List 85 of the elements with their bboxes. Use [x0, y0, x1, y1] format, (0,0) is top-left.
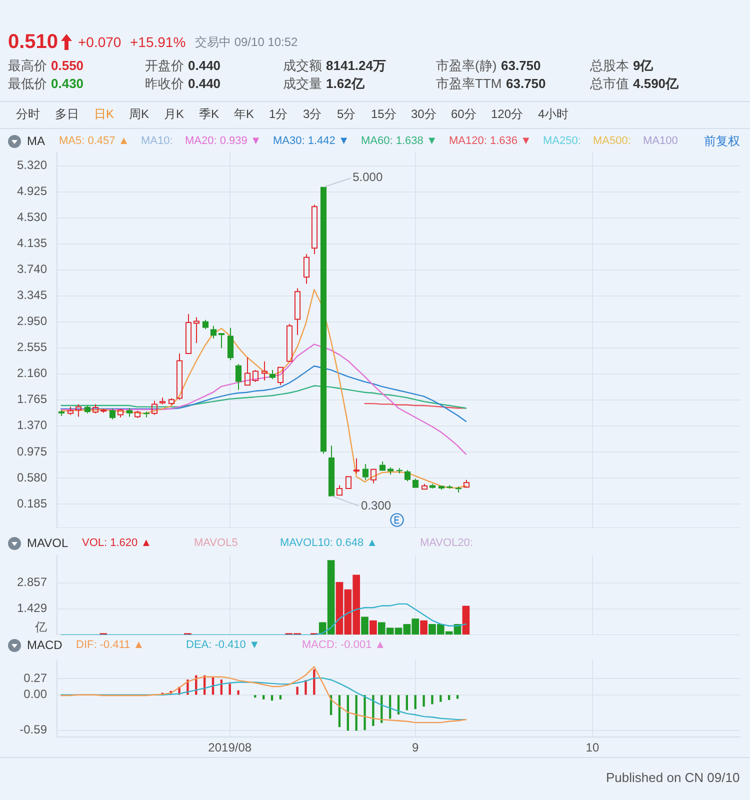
legend-label: MAVOL20: — [420, 536, 473, 551]
text: 3分 — [303, 106, 322, 122]
chart-title: MAVOL — [27, 535, 68, 551]
text: 0.550 — [51, 58, 84, 74]
text: 最高价 — [8, 58, 47, 74]
text: 120分 — [491, 106, 524, 122]
y-tick-label: 0.27 — [24, 670, 48, 685]
series-label: MACD: -0.001 ▲ — [302, 638, 386, 653]
y-tick-label: 2.555 — [16, 340, 48, 354]
text: MA120: 1.636 ▼ — [449, 134, 532, 149]
text: 1.62亿 — [326, 76, 364, 92]
text: 最低价 — [8, 76, 47, 92]
text: 60分 — [451, 106, 476, 122]
y-tick-label: 3.345 — [16, 288, 48, 302]
text: 0.510 — [8, 30, 58, 54]
y-tick-label: 0.185 — [16, 496, 48, 510]
chart-title: MACD — [27, 637, 62, 653]
text: 日K — [94, 106, 114, 122]
text: MA60: 1.638 ▼ — [361, 134, 438, 149]
text: 交易中 09/10 10:52 — [195, 34, 298, 50]
text: 多日 — [55, 106, 79, 122]
y-tick-label: 4.530 — [16, 210, 48, 224]
y-tick-label: 1.370 — [16, 418, 48, 432]
x-tick-label: 10 — [586, 740, 600, 755]
text: 总股本 — [590, 58, 629, 74]
y-tick-label: 0.580 — [16, 470, 48, 484]
text: 5分 — [337, 106, 356, 122]
text: MA30: 1.442 ▼ — [273, 134, 350, 149]
text: 0.440 — [188, 76, 221, 92]
text: 15分 — [371, 106, 396, 122]
y-tick-label: 2.160 — [16, 366, 48, 380]
text: 市盈率(静) — [436, 58, 497, 74]
y-tick-label: 0.00 — [24, 687, 48, 702]
y-tick-label: 亿 — [34, 620, 47, 634]
y-tick-label: 1.765 — [16, 392, 48, 406]
text: 前复权 — [704, 133, 740, 149]
text: +15.91% — [130, 34, 186, 50]
text: MA20: 0.939 ▼ — [185, 134, 262, 149]
y-tick-label: 4.135 — [16, 236, 48, 250]
y-tick-label: 5.320 — [16, 158, 48, 172]
text: MA5: 0.457 ▲ — [59, 134, 130, 149]
text: 季K — [199, 106, 220, 122]
text: Published on CN 09/10 — [606, 770, 740, 786]
text: 成交量 — [283, 76, 322, 92]
text: 9亿 — [633, 58, 654, 74]
text: VOL: 1.620 ▲ — [82, 536, 152, 551]
text: 1分 — [269, 106, 288, 122]
annotation: 5.000 — [352, 170, 383, 184]
annotation: 0.300 — [361, 498, 392, 513]
text: 月K — [164, 106, 184, 122]
text: 63.750 — [506, 76, 546, 92]
legend-label: MA10: — [141, 134, 173, 149]
chart-title: MA — [27, 133, 45, 149]
text: 分时 — [16, 106, 40, 122]
text: 0.440 — [188, 58, 221, 74]
text: 成交额 — [283, 58, 322, 74]
text: MAVOL10: 0.648 ▲ — [280, 536, 378, 551]
y-tick-label: -0.59 — [20, 722, 48, 737]
y-tick-label: 4.925 — [16, 184, 48, 198]
y-tick-label: 1.429 — [16, 601, 48, 616]
text: 开盘价 — [145, 58, 184, 74]
text: 总市值 — [590, 76, 629, 92]
x-tick-label: 9 — [412, 740, 420, 755]
legend-label: MA500: — [593, 134, 631, 149]
y-tick-label: 0.975 — [16, 444, 48, 458]
text: 周K — [129, 106, 150, 122]
text: 市盈率TTM — [436, 76, 502, 92]
y-tick-label: 2.950 — [16, 314, 48, 328]
legend-label: MA100 — [643, 134, 678, 149]
text: 昨收价 — [145, 76, 184, 92]
text: +0.070 — [78, 34, 122, 50]
text: DEA: -0.410 ▼ — [186, 638, 260, 653]
text: 4小时 — [538, 106, 569, 122]
text: 30分 — [411, 106, 436, 122]
text: DIF: -0.411 ▲ — [76, 638, 144, 653]
x-tick-label: 2019/08 — [208, 740, 252, 755]
legend-label: MA250: — [543, 134, 581, 149]
legend-label: MAVOL5 — [194, 536, 238, 551]
text: 4.590亿 — [633, 76, 679, 92]
text: 年K — [234, 106, 254, 122]
text: 0.430 — [51, 76, 84, 92]
text: 8141.24万 — [326, 58, 386, 74]
y-tick-label: 3.740 — [16, 262, 48, 276]
text: 63.750 — [501, 58, 541, 74]
y-tick-label: 2.857 — [16, 575, 48, 590]
